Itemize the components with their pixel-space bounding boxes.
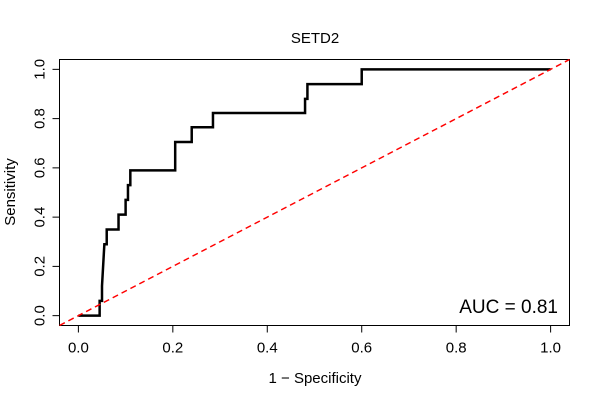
- y-tick-label: 0.6: [32, 157, 49, 178]
- x-tick-label: 0.0: [68, 340, 89, 357]
- plot-frame: [59, 59, 570, 326]
- x-tick-label: 0.8: [446, 340, 467, 357]
- y-axis: 0.0 0.2 0.4 0.6 0.8 1.0: [32, 59, 60, 326]
- roc-curve-line: [78, 68, 551, 317]
- x-axis-title: 1 − Specificity: [269, 370, 362, 387]
- y-tick-label: 0.8: [32, 108, 49, 129]
- x-tick-label: 1.0: [540, 340, 561, 357]
- x-tick-label: 0.6: [351, 340, 372, 357]
- chance-diagonal-line: [59, 58, 570, 327]
- x-axis: 0.0 0.2 0.4 0.6 0.8 1.0: [68, 325, 561, 357]
- auc-annotation: AUC = 0.81: [459, 297, 558, 318]
- y-axis-title: Sensitivity: [2, 158, 19, 226]
- x-tick-label: 0.2: [162, 340, 183, 357]
- y-tick-label: 0.0: [32, 305, 49, 326]
- y-tick-label: 1.0: [32, 59, 49, 80]
- series-layer: [59, 58, 570, 327]
- chart-title: SETD2: [291, 30, 339, 47]
- y-tick-label: 0.2: [32, 256, 49, 277]
- x-tick-label: 0.4: [257, 340, 278, 357]
- y-tick-label: 0.4: [32, 207, 49, 228]
